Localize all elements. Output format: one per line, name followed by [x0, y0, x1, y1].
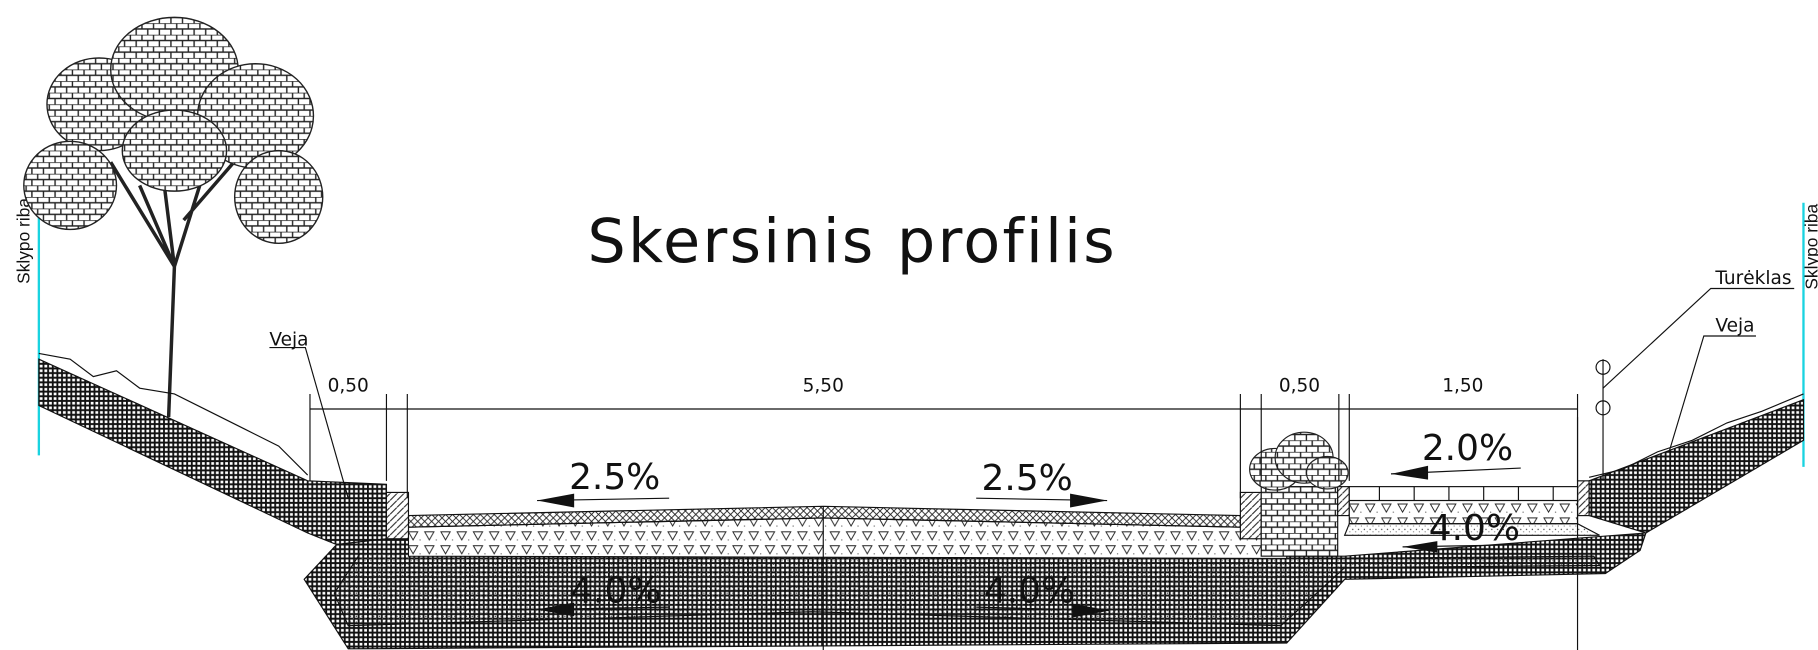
drawing-part [235, 151, 323, 244]
page: Skersinis profilis {"title":"Skersinis p… [0, 0, 1818, 650]
slope-label: 2.5% [982, 458, 1073, 499]
dimension-label: 5,50 [803, 376, 844, 397]
drawing-part [1070, 494, 1107, 508]
boundary-left: Sklypo riba [14, 197, 39, 455]
dimension-label: 1,50 [1442, 376, 1483, 397]
drawing-part [1349, 487, 1577, 501]
drawing-part [1261, 487, 1337, 557]
ground-right [1589, 394, 1803, 533]
boundary-label: Sklypo riba [1801, 203, 1818, 289]
drawing-part [122, 110, 226, 191]
callout-label: Turėklas [1714, 268, 1791, 289]
drawing-part [1589, 400, 1803, 533]
dimension-label: 0,50 [328, 376, 369, 397]
bush [1250, 432, 1348, 490]
drawing-part [334, 554, 1599, 626]
drawing-part [1391, 466, 1428, 480]
slope-label: 4.0% [984, 570, 1075, 611]
slope-label: 4.0% [570, 570, 661, 611]
drawing-part [1338, 487, 1350, 516]
dimension-label: 0,50 [1279, 376, 1320, 397]
drawing-part [1578, 481, 1590, 516]
drawing-part [1240, 492, 1261, 538]
drawing-part [537, 494, 574, 508]
body: Sklypo riba Sklypo riba Skersinis profil… [0, 0, 1818, 650]
boundary-label: Sklypo riba [14, 198, 34, 284]
dimension-line: 0,50 5,50 0,50 1,50 [310, 376, 1578, 499]
slope-label: 2.0% [1422, 428, 1513, 469]
callout-label: Veja [1715, 315, 1754, 336]
drawing-part [1306, 457, 1348, 489]
cross-section: Sklypo riba Sklypo riba Skersinis profil… [0, 0, 1818, 650]
drawing-part [386, 492, 408, 538]
drawing-part [24, 17, 323, 243]
drawing-part [24, 141, 117, 229]
tree [24, 17, 323, 417]
drawing-part [1603, 289, 1794, 389]
slope-label: 2.5% [569, 457, 660, 498]
title: Skersinis profilis [588, 207, 1117, 277]
railing [1596, 359, 1610, 481]
slope-label: 4.0% [1429, 508, 1520, 549]
